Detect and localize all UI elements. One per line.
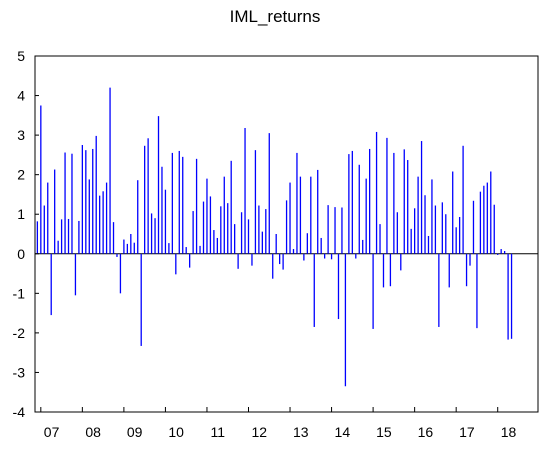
y-tick-label: 1 — [17, 206, 25, 222]
y-tick-label: 5 — [17, 48, 25, 64]
x-tick-label: 09 — [127, 424, 143, 440]
x-tick-label: 17 — [459, 424, 475, 440]
x-tick-label: 15 — [376, 424, 392, 440]
x-tick-label: 14 — [335, 424, 351, 440]
chart-title: IML_returns — [229, 7, 321, 26]
x-tick-label: 08 — [85, 424, 101, 440]
x-tick-label: 12 — [251, 424, 267, 440]
x-tick-label: 10 — [168, 424, 184, 440]
plot-frame — [34, 55, 539, 413]
y-axis: -4 -3 -2 -1 0 1 2 3 4 5 — [13, 48, 39, 420]
y-tick-label: -2 — [13, 325, 26, 341]
y-tick-label: 0 — [17, 246, 25, 262]
y-tick-label: -1 — [13, 285, 26, 301]
y-tick-label: -4 — [13, 404, 26, 420]
y-tick-label: 3 — [17, 127, 25, 143]
y-tick-label: -3 — [13, 364, 26, 380]
x-tick-label: 11 — [210, 424, 225, 440]
x-axis: 07 08 09 10 11 12 13 14 15 16 17 18 — [40, 407, 517, 440]
x-tick-label: 13 — [293, 424, 309, 440]
x-tick-label: 18 — [501, 424, 517, 440]
y-tick-label: 2 — [17, 167, 25, 183]
bars-group — [35, 87, 538, 387]
x-tick-label: 16 — [418, 424, 434, 440]
y-tick-label: 4 — [17, 88, 25, 104]
x-tick-label: 07 — [44, 424, 60, 440]
